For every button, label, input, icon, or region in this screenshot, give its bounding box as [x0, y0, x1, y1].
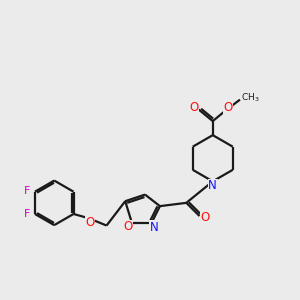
Text: O: O — [85, 216, 94, 229]
Text: O: O — [201, 211, 210, 224]
Text: N: N — [150, 221, 158, 234]
Text: F: F — [24, 209, 31, 219]
Text: CH$_3$: CH$_3$ — [241, 92, 260, 104]
Text: F: F — [24, 186, 31, 196]
Text: O: O — [224, 100, 233, 114]
Text: O: O — [189, 100, 198, 114]
Text: O: O — [124, 220, 133, 233]
Text: N: N — [208, 179, 217, 193]
